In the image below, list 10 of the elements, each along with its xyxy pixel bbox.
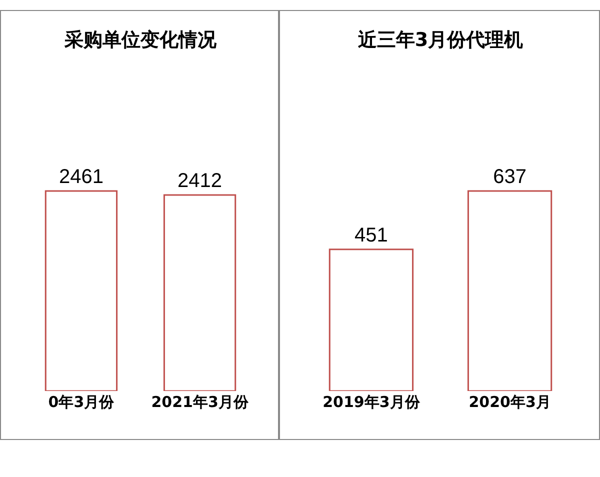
- data-label: 2412: [178, 170, 222, 192]
- chart-title: 采购单位变化情况: [64, 28, 218, 51]
- data-label: 637: [493, 166, 526, 188]
- x-tick-label: 2020年3月: [468, 393, 551, 411]
- x-tick-label: 0年3月份: [48, 393, 116, 411]
- data-label: 2461: [58, 166, 104, 188]
- x-tick-label: 2019年3月份: [322, 393, 421, 411]
- chart-title: 近三年3月份代理机: [356, 28, 524, 51]
- x-tick-label: 2021年3月份: [151, 393, 250, 411]
- data-label: 451: [354, 224, 388, 246]
